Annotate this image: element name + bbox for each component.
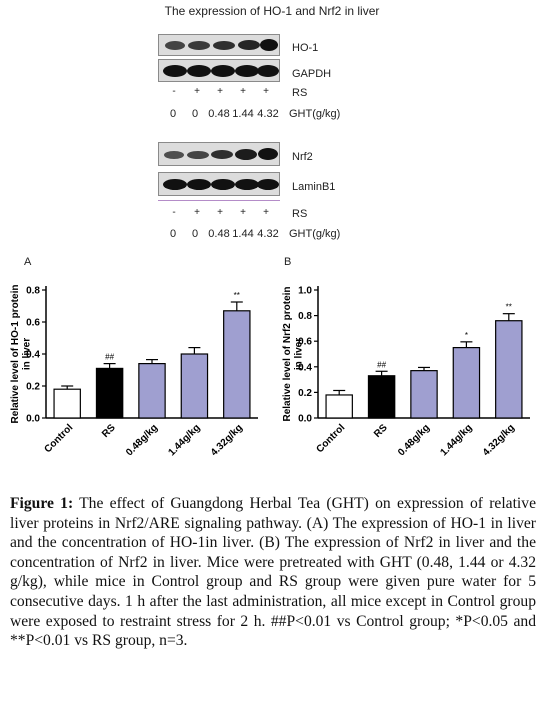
y-tick-label: 0.8 [26,286,40,297]
rs-sign: + [240,207,246,218]
bar [138,362,166,419]
rs-sign: + [217,86,223,97]
significance-mark: * [465,331,468,340]
y-tick-label: 1.0 [298,286,312,297]
y-tick-label: 0.8 [298,311,312,322]
y-tick-label: 0.4 [298,362,312,373]
bar [367,375,396,419]
rs-sign: + [194,86,200,97]
x-tick-label: 1.44g/kg [438,422,474,458]
nrf2-label: Nrf2 [292,151,313,163]
chart-nrf2: Relative level of Nrf2 proteinin liver0.… [282,286,530,458]
dose-label: 0 [191,108,199,120]
significance-mark: ** [234,291,240,300]
x-tick-label: Control [42,422,75,455]
rs-label: RS [292,208,308,220]
chart-ho1: Relative level of HO-1 proteinin liver0.… [10,285,258,458]
dose-label: 0.48 [208,108,230,120]
y-axis-label: Relative level of Nrf2 proteinin liver [282,286,305,421]
dose-label: 1.44 [232,108,254,120]
blot-divider [158,200,280,201]
x-tick-label: 4.32g/kg [481,422,517,458]
dose-label: 0 [169,108,177,120]
significance-mark: ## [105,353,114,362]
bar [495,320,523,419]
figure-caption: Figure 1: The effect of Guangdong Herbal… [10,494,536,651]
bar [410,370,438,419]
x-tick-label: 0.48g/kg [396,422,432,458]
y-tick-label: 0.6 [298,337,312,348]
rs-sign: + [194,207,200,218]
rs-sign: + [240,86,246,97]
dose-label: 0.48 [208,228,230,240]
bar [325,394,353,419]
bar [95,367,124,419]
dose-label: 0 [191,228,199,240]
significance-mark: ## [377,360,386,369]
rs-label: RS [292,87,308,99]
caption-label: Figure 1: [10,495,74,512]
x-tick-label: RS [100,422,118,440]
rs-sign: + [263,86,269,97]
dose-label: 4.32 [257,228,279,240]
x-tick-label: RS [372,422,390,440]
gapdh-label: GAPDH [292,68,332,80]
y-tick-label: 0.6 [26,318,40,329]
ho1-blot [158,34,280,56]
rs-sign: + [263,207,269,218]
ho1-label: HO-1 [292,42,319,54]
bar [223,310,251,419]
laminb1-label: LaminB1 [292,181,336,193]
y-tick-label: 0.4 [26,350,40,361]
nrf2-blot [158,142,280,166]
bar [180,353,209,419]
significance-mark: ** [506,303,512,312]
dose-label: 4.32 [257,108,279,120]
gapdh-blot [158,59,280,82]
ght-label: GHT(g/kg) [289,108,341,120]
caption-text: The effect of Guangdong Herbal Tea (GHT)… [10,495,536,650]
blot-title: The expression of HO-1 and Nrf2 in liver [164,4,380,18]
x-tick-label: 4.32g/kg [209,422,245,458]
bar [452,346,481,419]
rs-sign: - [172,86,176,97]
panel-letter-a: A [24,256,32,268]
y-tick-label: 0.2 [298,388,312,399]
dose-label: 0 [169,228,177,240]
y-axis-label: Relative level of HO-1 proteinin liver [10,285,33,424]
ght-label: GHT(g/kg) [289,228,341,240]
rs-sign: + [217,207,223,218]
rs-sign: - [172,207,176,218]
dose-label: 1.44 [232,228,254,240]
y-tick-label: 0.0 [298,414,312,425]
x-tick-label: 1.44g/kg [166,422,202,458]
laminb1-blot [158,172,280,196]
bar [53,388,81,419]
x-tick-label: Control [314,422,347,455]
y-tick-label: 0.2 [26,382,40,393]
y-tick-label: 0.0 [26,414,40,425]
x-tick-label: 0.48g/kg [124,422,160,458]
panel-letter-b: B [284,256,292,268]
